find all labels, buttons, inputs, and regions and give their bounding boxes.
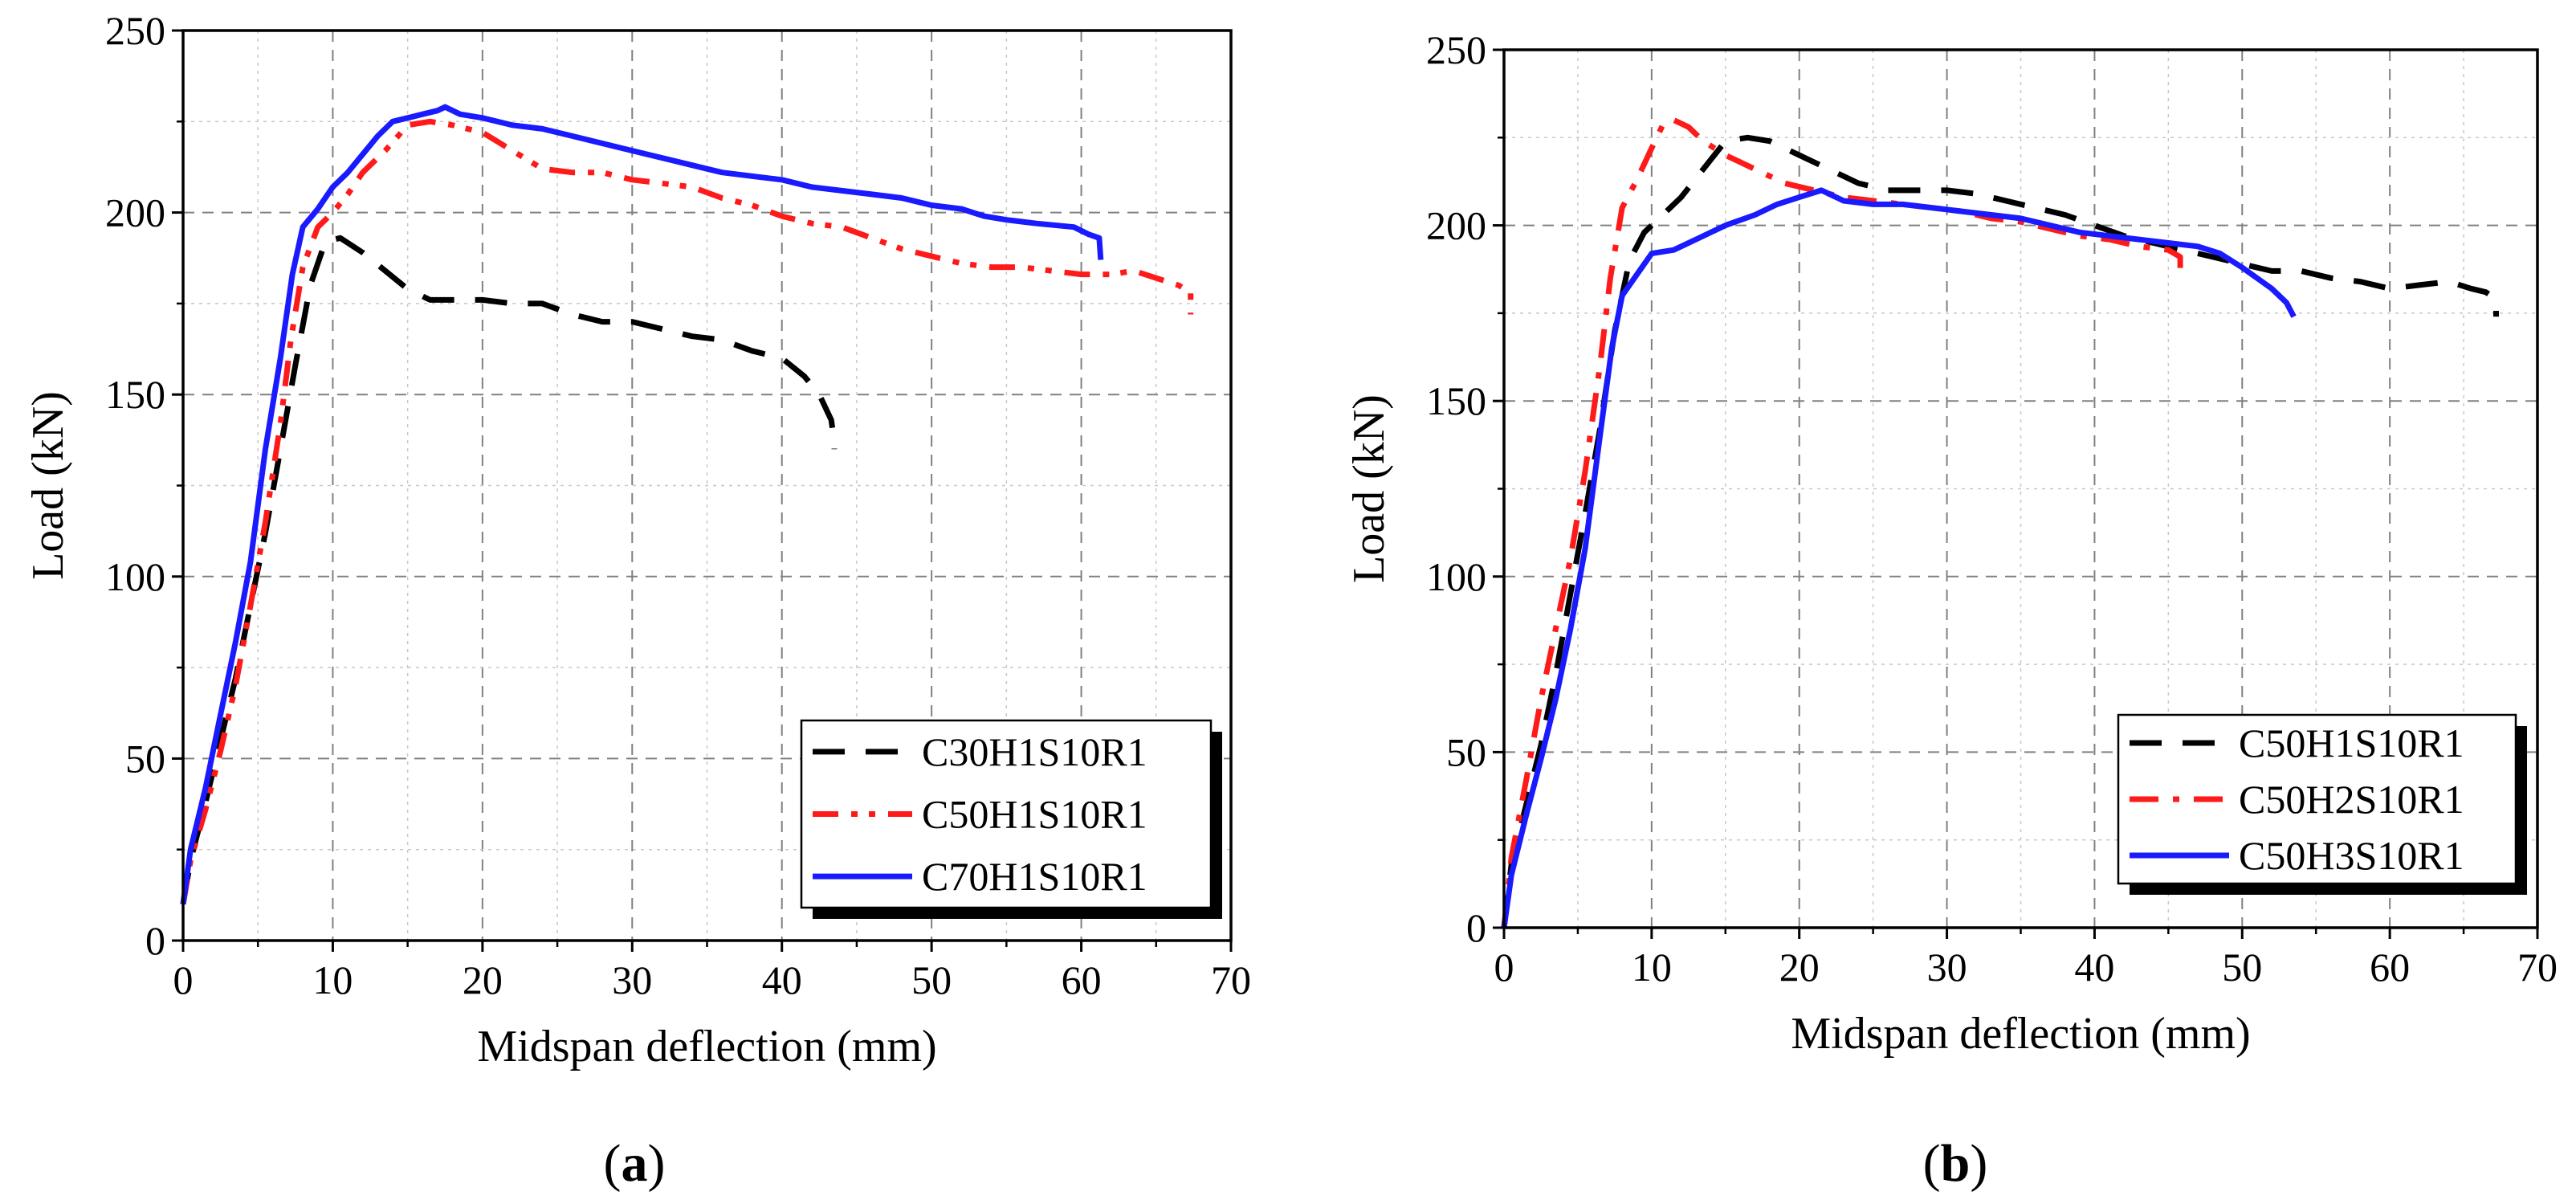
series-line-C30H1S10R1 <box>180 235 838 905</box>
legend-label: C30H1S10R1 <box>922 729 1147 774</box>
y-tick-label: 250 <box>1426 27 1486 72</box>
x-tick-label: 30 <box>612 957 652 1002</box>
y-tick-label: 50 <box>1446 729 1486 774</box>
panel-label-open: ( <box>604 1134 622 1193</box>
x-tick-label: 20 <box>463 957 503 1002</box>
panel-label: (a) <box>604 1134 666 1193</box>
y-tick-label: 50 <box>125 736 165 781</box>
y-tick-label: 200 <box>105 190 165 235</box>
x-tick-label: 60 <box>1062 957 1102 1002</box>
series-line-C50H3S10R1 <box>1501 187 2297 929</box>
x-tick-label: 50 <box>911 957 952 1002</box>
x-tick-label: 60 <box>2370 945 2410 990</box>
panel-label-close: ) <box>648 1134 666 1193</box>
legend: C50H1S10R1 C50H2S10R1 C50H3S10R1 <box>2117 713 2527 895</box>
y-tick-label: 100 <box>105 554 165 599</box>
x-axis-title: Midspan deflection (mm) <box>477 1022 936 1071</box>
x-tick-label: 30 <box>1927 945 1967 990</box>
x-tick-label: 40 <box>2074 945 2114 990</box>
x-tick-label: 0 <box>1494 945 1514 990</box>
y-tick-label: 200 <box>1426 203 1486 248</box>
panel-label-close: ) <box>1970 1134 1987 1193</box>
chart-panel-a: 0 10 20 30 40 50 60 70 0 50 100 150 200 250 Midspan de… <box>23 8 1251 1193</box>
y-tick-label: 150 <box>1426 378 1486 423</box>
panel-label-letter: a <box>622 1134 648 1193</box>
series-line-C70H1S10R1 <box>180 104 1104 905</box>
panel-label-letter: b <box>1941 1134 1971 1193</box>
panel-label: (b) <box>1923 1134 1988 1193</box>
x-tick-label: 10 <box>312 957 353 1002</box>
legend-label: C50H1S10R1 <box>2239 720 2464 765</box>
x-tick-label: 0 <box>173 957 194 1002</box>
panel-label-open: ( <box>1923 1134 1941 1193</box>
legend-label: C50H3S10R1 <box>2239 833 2464 878</box>
chart-panel-b: 0 10 20 30 40 50 60 70 0 50 100 150 200 250 Midspan de… <box>1344 27 2558 1193</box>
y-tick-label: 150 <box>105 372 165 417</box>
series-line-C50H1S10R1 <box>1501 134 2499 929</box>
y-axis-title: Load (kN) <box>23 391 73 580</box>
legend-label: C50H1S10R1 <box>922 792 1147 837</box>
legend-label: C50H2S10R1 <box>2239 777 2464 822</box>
x-tick-label: 10 <box>1632 945 1672 990</box>
y-tick-label: 100 <box>1426 554 1486 599</box>
legend: C30H1S10R1 C50H1S10R1 C70H1S10R1 <box>800 719 1222 919</box>
x-axis-title: Midspan deflection (mm) <box>1791 1009 2250 1059</box>
x-tick-label: 70 <box>2517 945 2558 990</box>
x-tick-label: 40 <box>762 957 802 1002</box>
y-tick-label: 0 <box>145 918 165 963</box>
legend-label: C70H1S10R1 <box>922 854 1147 899</box>
series-line-C50H2S10R1 <box>1501 116 2183 929</box>
x-tick-label: 50 <box>2222 945 2262 990</box>
x-tick-label: 20 <box>1779 945 1820 990</box>
y-tick-label: 0 <box>1466 905 1486 950</box>
y-axis-title: Load (kN) <box>1344 394 1394 583</box>
x-tick-label: 70 <box>1211 957 1251 1002</box>
y-tick-label: 250 <box>105 8 165 53</box>
